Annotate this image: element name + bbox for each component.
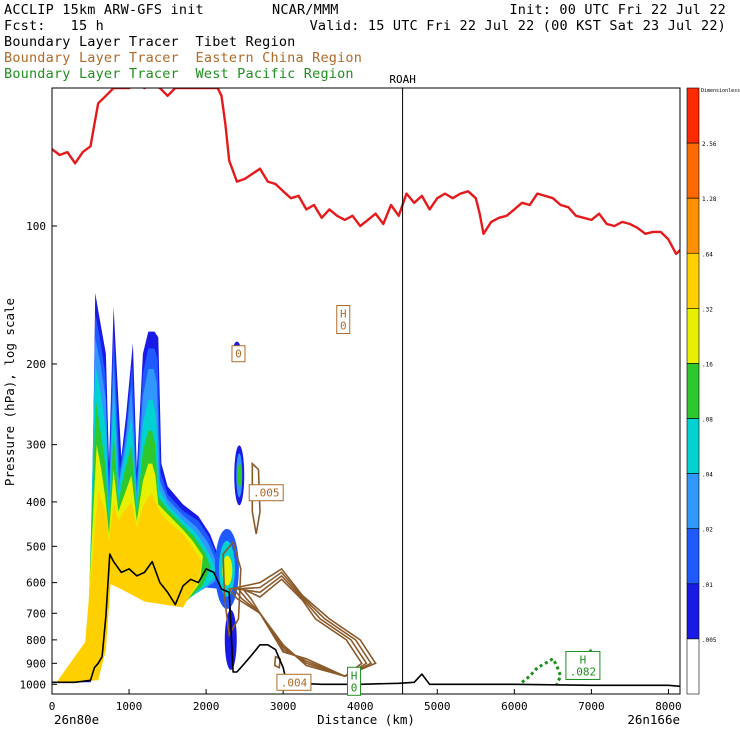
y-tick-label: 200 bbox=[26, 358, 46, 371]
colorbar-swatch bbox=[686, 252, 700, 309]
x-tick-label: 7000 bbox=[578, 700, 605, 713]
y-tick-label: 500 bbox=[26, 540, 46, 553]
x-tick-label: 5000 bbox=[424, 700, 451, 713]
colorbar: .005 .01 .02 .04 .08 .16 .32 .64 1.28 2.56 Dimensi… bbox=[686, 87, 740, 695]
x-tick-label: 3000 bbox=[270, 700, 297, 713]
colorbar-level-label: .04 bbox=[702, 472, 713, 479]
colorbar-title: Dimensionless bbox=[701, 88, 740, 94]
annotation-box bbox=[231, 345, 246, 363]
x-tick-label: 1000 bbox=[116, 700, 143, 713]
header-line1-left: ACCLIP 15km ARW-GFS init bbox=[4, 2, 204, 18]
tracer-shading bbox=[52, 292, 245, 683]
tracer-label-tibet: Boundary Layer Tracer Tibet Region bbox=[4, 34, 296, 50]
tracer-contour bbox=[251, 461, 261, 535]
tropopause-line bbox=[52, 88, 680, 255]
colorbar-level-label: .64 bbox=[702, 251, 713, 258]
west-pacific-contour bbox=[521, 656, 563, 685]
tracer-contour bbox=[232, 571, 373, 678]
header-line2-left: Fcst: 15 h bbox=[4, 18, 104, 34]
annotation-box bbox=[336, 305, 351, 335]
colorbar-level-label: .01 bbox=[702, 582, 713, 589]
y-tick-label: 300 bbox=[26, 439, 46, 452]
x-tick-label: 6000 bbox=[501, 700, 528, 713]
annotation-label: 0 bbox=[351, 681, 358, 694]
header-line2-right: Valid: 15 UTC Fri 22 Jul 22 (00 KST Sat … bbox=[309, 18, 726, 34]
tracer-contour bbox=[222, 540, 242, 638]
annotation-label: H bbox=[351, 669, 358, 682]
colorbar-swatch bbox=[686, 528, 700, 585]
colorbar-swatch bbox=[686, 142, 700, 199]
tracer-blob bbox=[222, 555, 233, 586]
x-axis-label: Distance (km) bbox=[317, 712, 415, 727]
x-tick-label: 8000 bbox=[655, 700, 682, 713]
colorbar-swatch bbox=[686, 583, 700, 640]
colorbar-level-label: 2.56 bbox=[702, 141, 717, 148]
tracer-fill bbox=[52, 491, 202, 683]
colorbar-level-label: .02 bbox=[702, 527, 713, 534]
chart-lines bbox=[52, 88, 680, 694]
y-tick-label: 700 bbox=[26, 607, 46, 620]
x-tick-label: 0 bbox=[49, 700, 56, 713]
plot-frame bbox=[51, 87, 681, 695]
annotation-label: H bbox=[580, 654, 587, 667]
annotation-label: .082 bbox=[570, 666, 597, 679]
colorbar-swatch bbox=[686, 473, 700, 530]
x-start-label: 26n80e bbox=[54, 712, 99, 727]
colorbar-swatch bbox=[686, 418, 700, 474]
colorbar-swatch bbox=[686, 197, 700, 254]
annotation-label: 0 bbox=[340, 320, 347, 333]
y-tick-label: 900 bbox=[26, 657, 46, 670]
colorbar-level-label: .16 bbox=[702, 361, 713, 368]
y-tick-label: 1000 bbox=[20, 678, 47, 691]
x-end-label: 26n166e bbox=[627, 712, 680, 727]
annotation-box bbox=[565, 651, 601, 681]
x-axis: 0 1000 2000 3000 4000 5000 6000 7000 8000 bbox=[49, 689, 682, 713]
marker-line-label: ROAH bbox=[389, 73, 416, 86]
annotation-label: 0 bbox=[235, 348, 242, 361]
tracer-blob bbox=[237, 463, 242, 488]
x-tick-label: 4000 bbox=[347, 700, 374, 713]
colorbar-level-label: 1.28 bbox=[702, 196, 717, 203]
header-line1-right: Init: 00 UTC Fri 22 Jul 22 bbox=[509, 2, 726, 18]
y-tick-label: 100 bbox=[26, 220, 46, 233]
tracer-label-eastern-china: Boundary Layer Tracer Eastern China Regi… bbox=[4, 50, 363, 66]
x-tick-label: 2000 bbox=[193, 700, 220, 713]
y-axis-label: Pressure (hPa), log scale bbox=[2, 298, 17, 486]
annotation-label: H bbox=[340, 308, 347, 321]
y-axis: 100 200 300 400 500 600 700 800 900 1000 bbox=[20, 220, 57, 691]
colorbar-level-label: .08 bbox=[702, 417, 713, 424]
y-tick-label: 400 bbox=[26, 496, 46, 509]
colorbar-swatch bbox=[686, 87, 700, 144]
colorbar-swatch bbox=[686, 308, 700, 364]
colorbar-level-label: .32 bbox=[702, 306, 713, 313]
y-tick-label: 600 bbox=[26, 577, 46, 590]
colorbar-level-label: .005 bbox=[702, 637, 717, 644]
tracer-label-west-pacific: Boundary Layer Tracer West Pacific Regio… bbox=[4, 66, 354, 82]
annotation-label: .005 bbox=[253, 487, 280, 500]
annotation-box bbox=[248, 484, 284, 502]
colorbar-swatch bbox=[686, 363, 700, 419]
y-tick-label: 800 bbox=[26, 634, 46, 647]
annotation-box bbox=[276, 673, 312, 691]
header-line1-center: NCAR/MMM bbox=[272, 2, 339, 18]
tracer-contours bbox=[222, 461, 593, 685]
annotation-label: .004 bbox=[281, 676, 308, 689]
tracer-contour bbox=[242, 578, 363, 678]
colorbar-swatch bbox=[686, 638, 700, 695]
terrain-line bbox=[52, 553, 680, 688]
annotation-box bbox=[347, 666, 362, 696]
